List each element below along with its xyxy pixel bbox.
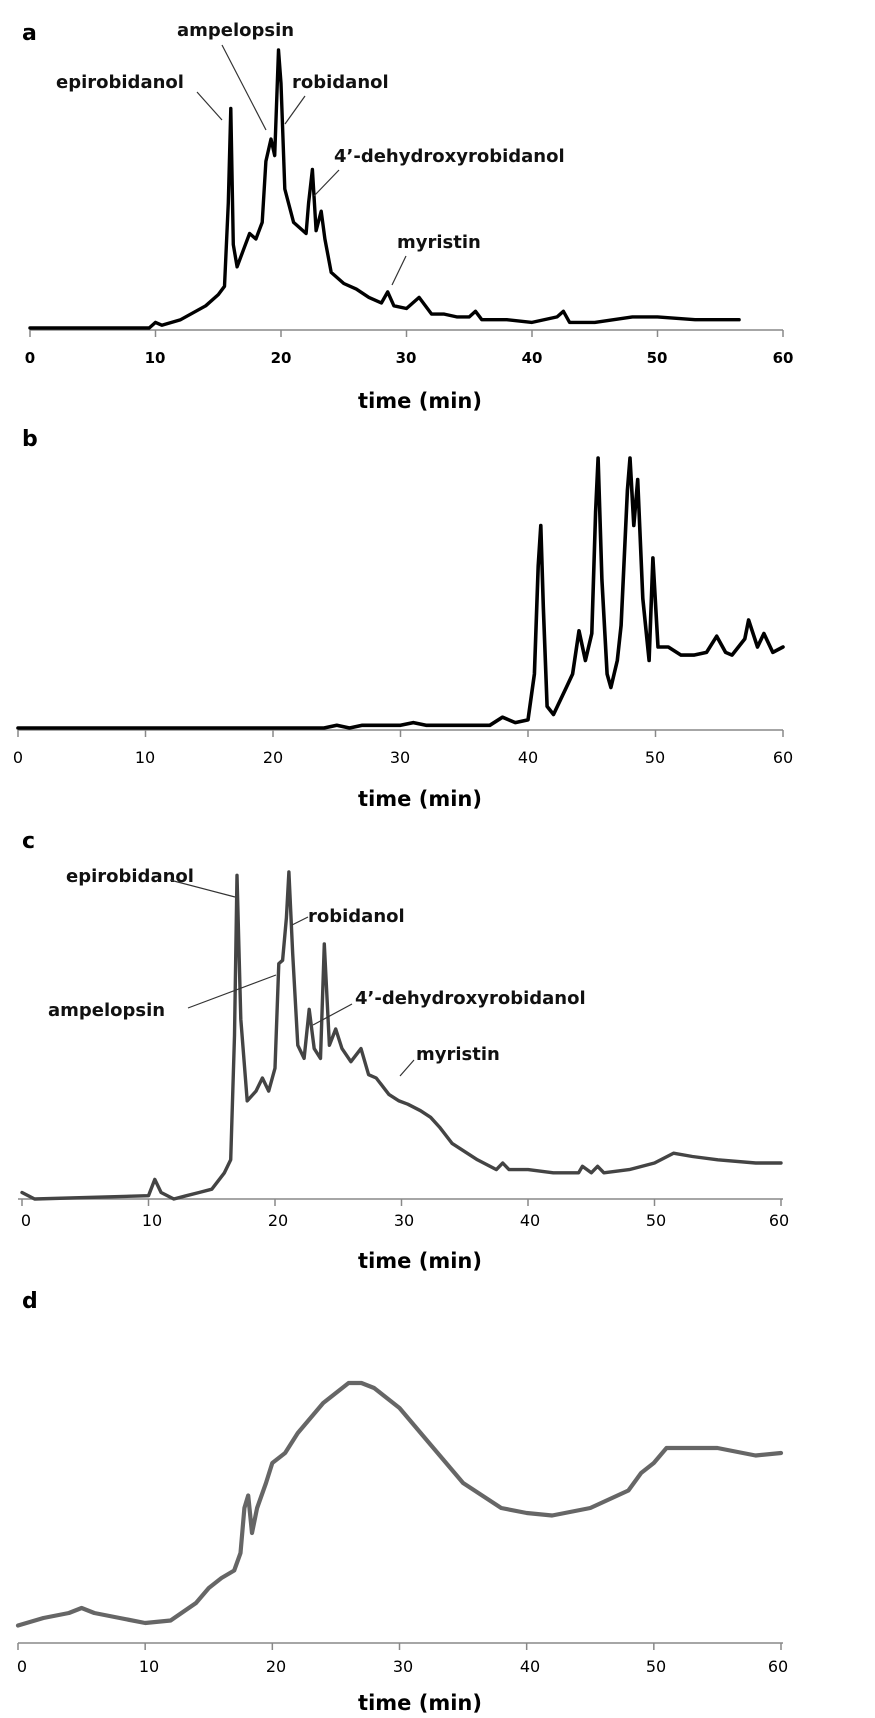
panel-d: d 0 10 20 30 40 50 60 time (min) (15, 1289, 788, 1715)
tick-labels-c: 0 10 20 30 40 50 60 (21, 1211, 789, 1230)
tick-label-d-30: 30 (393, 1657, 413, 1676)
tick-label-d-20: 20 (266, 1657, 286, 1676)
peak-label-robidanol-c: robidanol (308, 906, 405, 927)
peak-label-dehydroxyrobidanol-a: 4’-dehydroxyrobidanol (334, 146, 565, 167)
tick-label-c-10: 10 (142, 1211, 162, 1230)
tick-label-d-0: 0 (17, 1657, 27, 1676)
tick-label-b-40: 40 (518, 748, 538, 767)
peak-label-dehydroxyrobidanol-c: 4’-dehydroxyrobidanol (355, 988, 586, 1009)
leader-epirobidanol-a (196, 91, 223, 121)
tick-label-c-30: 30 (394, 1211, 414, 1230)
tick-marks-c (21, 1199, 782, 1206)
tick-label-d-50: 50 (646, 1657, 666, 1676)
tick-label-a-50: 50 (647, 349, 668, 367)
peak-label-ampelopsin-a: ampelopsin (177, 20, 294, 41)
peak-label-ampelopsin-c: ampelopsin (48, 1000, 165, 1021)
leader-myristin-a (391, 255, 407, 286)
leader-myristin-c (399, 1059, 415, 1077)
tick-label-a-10: 10 (145, 349, 166, 367)
peak-annotations-c: epirobidanol robidanol ampelopsin 4’-deh… (48, 866, 586, 1077)
panel-letter-c: c (22, 829, 35, 854)
x-axis-label-b: time (min) (358, 787, 482, 811)
leader-epirobidanol-c (169, 879, 236, 898)
panel-c: c 0 10 20 30 40 50 60 time (min) epirobi… (18, 829, 789, 1273)
peak-label-epirobidanol-c: epirobidanol (66, 866, 194, 887)
tick-label-b-20: 20 (263, 748, 283, 767)
x-axis-label-c: time (min) (358, 1249, 482, 1273)
tick-label-a-20: 20 (271, 349, 292, 367)
leader-robidanol-c (291, 916, 309, 926)
peak-label-myristin-c: myristin (416, 1044, 500, 1065)
panel-letter-b: b (22, 427, 38, 452)
tick-label-c-40: 40 (520, 1211, 540, 1230)
tick-label-d-40: 40 (520, 1657, 540, 1676)
leader-dehydroxyrobidanol-a (313, 169, 340, 197)
trace-a (28, 48, 741, 330)
x-axis-label-a: time (min) (358, 389, 482, 413)
tick-label-b-50: 50 (645, 748, 665, 767)
trace-c (20, 870, 783, 1201)
panel-a: a 0 10 20 30 40 50 60 time (min) epirobi… (22, 20, 793, 413)
x-axis-label-d: time (min) (358, 1691, 482, 1715)
tick-label-a-60: 60 (773, 349, 794, 367)
leader-dehydroxyrobidanol-c (312, 1003, 353, 1026)
tick-label-b-30: 30 (390, 748, 410, 767)
tick-marks-d (17, 1643, 782, 1650)
leader-ampelopsin-a (221, 44, 267, 131)
tick-marks-a (29, 330, 784, 337)
panel-b: b 0 10 20 30 40 50 60 time (min) (13, 427, 793, 811)
tick-label-a-0: 0 (25, 349, 35, 367)
tick-label-b-0: 0 (13, 748, 23, 767)
tick-labels-d: 0 10 20 30 40 50 60 (17, 1657, 788, 1676)
tick-label-d-60: 60 (768, 1657, 788, 1676)
panel-letter-d: d (22, 1289, 38, 1314)
peak-label-epirobidanol-a: epirobidanol (56, 72, 184, 93)
tick-label-b-60: 60 (773, 748, 793, 767)
tick-label-c-50: 50 (646, 1211, 666, 1230)
tick-marks-b (17, 730, 784, 737)
leader-ampelopsin-c (187, 974, 277, 1009)
peak-label-robidanol-a: robidanol (292, 72, 389, 93)
tick-label-c-20: 20 (268, 1211, 288, 1230)
peak-annotations-a: epirobidanol ampelopsin robidanol 4’-deh… (56, 20, 565, 286)
tick-label-a-30: 30 (396, 349, 417, 367)
trace-b (16, 456, 785, 730)
panel-letter-a: a (22, 21, 37, 46)
tick-labels-a: 0 10 20 30 40 50 60 (25, 349, 794, 367)
tick-labels-b: 0 10 20 30 40 50 60 (13, 748, 793, 767)
trace-d (15, 1380, 784, 1628)
peak-label-myristin-a: myristin (397, 232, 481, 253)
tick-label-d-10: 10 (139, 1657, 159, 1676)
tick-label-c-60: 60 (769, 1211, 789, 1230)
tick-label-a-40: 40 (522, 349, 543, 367)
tick-label-b-10: 10 (135, 748, 155, 767)
tick-label-c-0: 0 (21, 1211, 31, 1230)
leader-robidanol-a (284, 95, 306, 125)
